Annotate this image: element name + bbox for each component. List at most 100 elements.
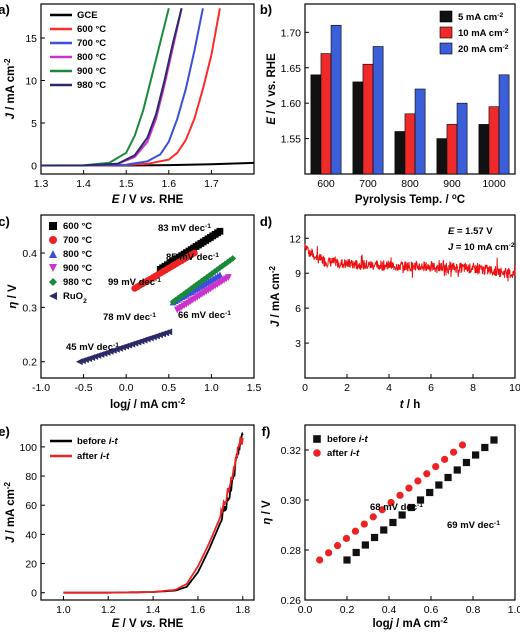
bar-600-2 — [330, 24, 342, 175]
point-before i-t — [435, 481, 443, 489]
text-span: -2 — [178, 397, 186, 406]
point-after i-t — [369, 513, 377, 521]
bar-900-1 — [446, 124, 458, 175]
text-span: = 1.57 V — [454, 226, 493, 237]
x-tick-label: 1.4 — [146, 604, 161, 616]
text-span: after — [327, 448, 350, 459]
text-span: J — [270, 320, 282, 327]
point-980 °C — [221, 260, 229, 268]
plot-frame — [304, 214, 516, 379]
text-span: i-t — [350, 448, 360, 459]
text-span: 20 mA cm — [458, 44, 503, 55]
x-tick-label: 1.6 — [161, 178, 176, 190]
text-span: GCE — [77, 10, 98, 21]
legend-marker — [49, 264, 57, 272]
y-tick-label: 12 — [289, 233, 301, 245]
text-span: 78 mV dec — [103, 312, 150, 323]
text-span: 2 — [83, 298, 87, 305]
curve-700 °C — [41, 8, 204, 167]
panel-label: d) — [260, 214, 272, 229]
y-tick-label: 0.28 — [281, 545, 302, 557]
panel-c: -1.0 -0.5 0.0 0.5 1.0 1.5 0.2 0.3 0.4 600 °C 700 °… — [0, 214, 261, 411]
point-after i-t — [449, 448, 458, 456]
text-span: vs. — [140, 618, 156, 630]
bar-900-2 — [456, 102, 468, 175]
point-after i-t — [351, 527, 359, 535]
y-tick-label: 40 — [25, 529, 37, 541]
text-span: 10 mA cm — [458, 28, 503, 39]
text-span: J — [5, 536, 17, 543]
y-tick-label: 20 — [25, 559, 37, 571]
panel-f: 0.0 0.2 0.4 0.6 0.8 1.0 0.26 0.28 0.30 0.32 before… — [261, 424, 520, 630]
text-span: before — [77, 436, 109, 447]
y-axis-label: η / V — [7, 284, 19, 309]
text-span: 900 °C — [77, 66, 106, 77]
legend-label: 900 °C — [63, 263, 92, 274]
panel-label: c) — [0, 214, 10, 229]
y-axis-label: J / mA cm-2 — [268, 265, 283, 327]
point-before i-t — [481, 443, 489, 452]
legend-label: 20 mA cm-2 — [458, 44, 509, 56]
x-axis-label: logj / mA cm-2 — [372, 616, 448, 631]
point-600 °C — [216, 227, 224, 235]
text-span: 69 mV dec — [447, 520, 494, 531]
point-before i-t — [453, 466, 461, 474]
bar-800-2 — [414, 88, 426, 175]
curve-600 °C — [41, 8, 221, 167]
text-span: Pyrolysis Temp. / — [355, 194, 452, 206]
legend-label: after i-t — [327, 448, 360, 459]
legend-swatch — [439, 10, 453, 23]
text-span: 700 °C — [77, 38, 106, 49]
x-tick-label: -0.5 — [75, 382, 93, 394]
text-span: E — [112, 618, 120, 630]
text-span: / V — [7, 284, 19, 302]
y-tick-label: 10 — [25, 76, 37, 88]
slope-annotation: 69 mV dec-1 — [447, 520, 500, 532]
condition-label: J = 10 mA cm-2 — [448, 242, 515, 254]
x-tick-label: 0 — [302, 382, 308, 394]
plot-frame — [40, 424, 255, 601]
legend-swatch — [439, 26, 453, 39]
text-span: -2 — [503, 44, 509, 51]
text-span: 800 °C — [77, 52, 106, 63]
x-axis-label: Pyrolysis Temp. / oC — [355, 192, 465, 207]
legend-label: 800 °C — [77, 52, 106, 63]
y-tick-label: 0 — [31, 161, 37, 173]
point-after i-t — [423, 470, 431, 478]
text-span: 600 °C — [63, 221, 92, 232]
text-span: E — [112, 194, 120, 206]
point-after i-t — [441, 455, 449, 463]
x-tick-label: 0.5 — [161, 382, 176, 394]
x-tick-label: 0.0 — [298, 604, 313, 616]
text-span: -2 — [509, 242, 515, 249]
legend-label: GCE — [77, 10, 98, 21]
x-tick-label: 10 — [509, 382, 520, 394]
panel-label: e) — [0, 424, 10, 439]
point-980 °C — [187, 285, 195, 293]
x-tick-label: 0.8 — [466, 604, 481, 616]
x-tick-label: 1.2 — [101, 604, 116, 616]
y-tick-label: 1.60 — [281, 98, 302, 110]
point-before i-t — [389, 518, 397, 527]
text-span: / V — [261, 500, 273, 518]
condition-label: E = 1.57 V — [448, 226, 493, 237]
text-span: / mA cm — [130, 399, 178, 411]
bar-600-0 — [310, 74, 322, 175]
x-tick-label: 1.3 — [34, 178, 49, 190]
bar-600-1 — [320, 53, 332, 175]
stability-trace — [304, 244, 516, 282]
point-before i-t — [370, 533, 379, 542]
point-before i-t — [444, 473, 452, 482]
point-after i-t — [333, 542, 342, 550]
bar-800-1 — [404, 113, 416, 175]
y-axis-label: η / V — [261, 500, 273, 525]
x-tick-label: 0.2 — [340, 604, 355, 616]
text-span: 700 °C — [63, 235, 92, 246]
point-before i-t — [407, 503, 415, 512]
text-span: -1 — [205, 223, 211, 230]
text-span: / h — [404, 399, 421, 411]
text-span: -1 — [150, 312, 156, 319]
text-span: / V — [119, 618, 139, 630]
